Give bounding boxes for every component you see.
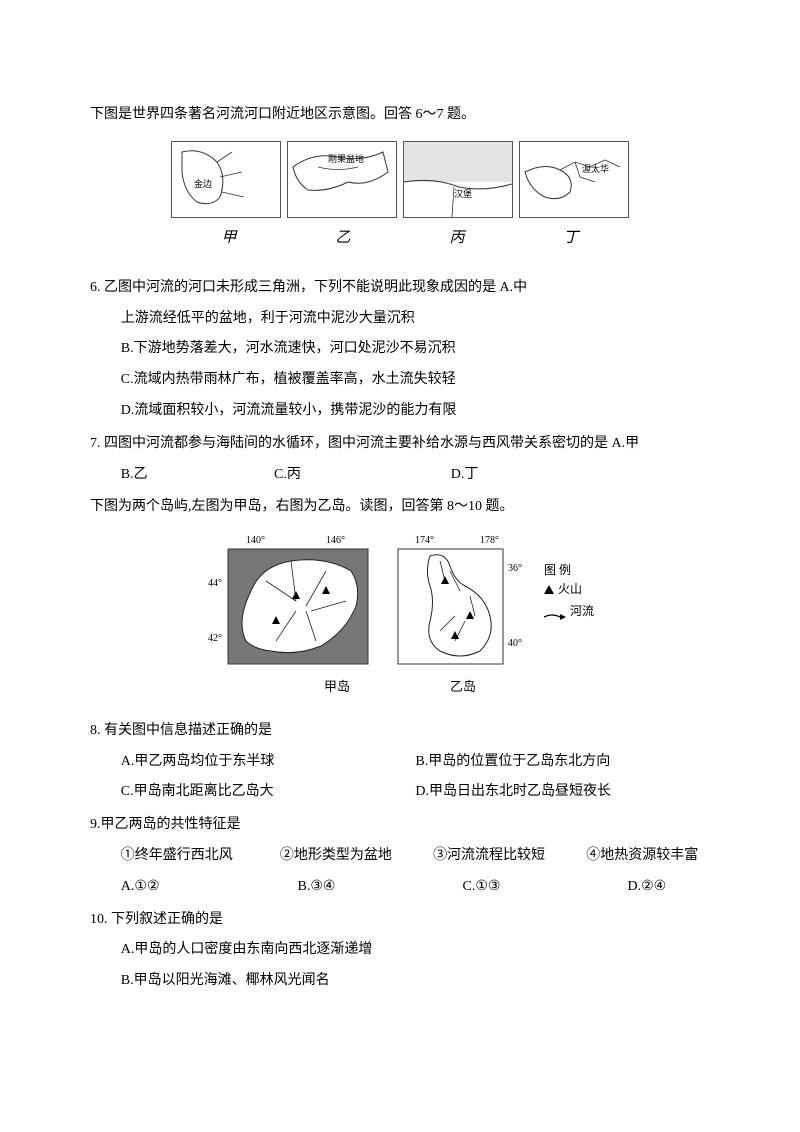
cap-c: 丙: [403, 222, 511, 255]
legend-volcano: 火山: [544, 580, 594, 599]
map-panel-a: 金边: [171, 141, 281, 218]
island-captions: 甲岛 乙岛: [90, 673, 710, 702]
q9: 9.甲乙两岛的共性特征是 ①终年盛行西北风 ②地形类型为盆地 ③河流流程比较短 …: [90, 810, 710, 902]
lonA2: 146°: [326, 535, 345, 546]
q9-a: A.①②: [121, 872, 298, 903]
q8-row2: C.甲岛南北距离比乙岛大 D.甲岛日出东北时乙岛昼短夜长: [90, 777, 710, 808]
island-a: 140° 146° 44° 42°: [206, 531, 376, 671]
island-b: 174° 178° 36° 40°: [390, 531, 530, 671]
legend-volcano-label: 火山: [558, 580, 582, 599]
exam-page: 下图是世界四条著名河流河口附近地区示意图。回答 6～7 题。 金边 刚果盆地 汉…: [0, 0, 800, 1132]
panel-captions: 甲 乙 丙 丁: [90, 222, 710, 255]
volcano-icon: [544, 585, 554, 594]
q7-b: B.乙: [121, 460, 274, 491]
latA1: 44°: [208, 578, 222, 589]
cap-a: 甲: [175, 222, 283, 255]
q6-a-line2: 上游流经低平的盆地，利于河流中泥沙大量沉积: [90, 304, 710, 335]
intro-1: 下图是世界四条著名河流河口附近地区示意图。回答 6～7 题。: [90, 100, 710, 131]
latB2: 40°: [508, 638, 522, 649]
figure-islands: 140° 146° 44° 42° 174° 178° 36° 40°: [90, 531, 710, 671]
island-a-cap: 甲岛: [324, 673, 350, 702]
q6-c: C.流域内热带雨林广布，植被覆盖率高，水土流失较轻: [90, 365, 710, 396]
q7-options: B.乙 C.丙 D.丁: [90, 460, 710, 491]
q6-b: B.下游地势落差大，河水流速快，河口处泥沙不易沉积: [90, 334, 710, 365]
q9-b: B.③④: [298, 872, 463, 903]
q9-s1: ①终年盛行西北风: [121, 841, 280, 872]
q9-s4: ④地热资源较丰富: [586, 841, 710, 872]
q10-a: A.甲岛的人口密度由东南向西北逐渐递增: [90, 935, 710, 966]
latB1: 36°: [508, 563, 522, 574]
map-label-b: 刚果盆地: [328, 153, 364, 164]
cap-d: 丁: [517, 222, 625, 255]
lonB1: 174°: [415, 535, 434, 546]
q7-d: D.丁: [451, 460, 592, 491]
q6-stem: 6. 乙图中河流的河口未形成三角洲，下列不能说明此现象成因的是 A.中: [90, 273, 710, 304]
legend-river: 河流: [544, 602, 594, 621]
q9-s3: ③河流流程比较短: [433, 841, 586, 872]
q8: 8. 有关图中信息描述正确的是 A.甲乙两岛均位于东半球 B.甲岛的位置位于乙岛…: [90, 716, 710, 808]
q9-c: C.①③: [463, 872, 628, 903]
q8-row1: A.甲乙两岛均位于东半球 B.甲岛的位置位于乙岛东北方向: [90, 747, 710, 778]
q9-d: D.②④: [627, 872, 709, 903]
q9-stem: 9.甲乙两岛的共性特征是: [90, 810, 710, 841]
q6-d: D.流域面积较小，河流流量较小，携带泥沙的能力有限: [90, 396, 710, 427]
lonB2: 178°: [480, 535, 499, 546]
legend-title: 图 例: [544, 561, 594, 580]
intro-2: 下图为两个岛屿,左图为甲岛，右图为乙岛。读图，回答第 8～10 题。: [90, 492, 710, 523]
lonA1: 140°: [246, 535, 265, 546]
q8-b: B.甲岛的位置位于乙岛东北方向: [415, 747, 710, 778]
q10-stem: 10. 下列叙述正确的是: [90, 905, 710, 936]
figure-row-1: 金边 刚果盆地 汉堡 渥太华: [90, 141, 710, 218]
latA2: 42°: [208, 633, 222, 644]
q7-stem: 7. 四图中河流都参与海陆间的水循环，图中河流主要补给水源与西风带关系密切的是 …: [90, 429, 710, 460]
q8-c: C.甲岛南北距离比乙岛大: [121, 777, 416, 808]
cap-b: 乙: [289, 222, 397, 255]
q10: 10. 下列叙述正确的是 A.甲岛的人口密度由东南向西北逐渐递增 B.甲岛以阳光…: [90, 905, 710, 997]
map-panel-d: 渥太华: [519, 141, 629, 218]
q9-s2: ②地形类型为盆地: [280, 841, 433, 872]
legend-river-label: 河流: [570, 602, 594, 621]
river-icon: [544, 607, 566, 616]
q9-statements: ①终年盛行西北风 ②地形类型为盆地 ③河流流程比较短 ④地热资源较丰富: [90, 841, 710, 872]
island-b-cap: 乙岛: [450, 673, 476, 702]
map-label-a: 金边: [194, 178, 212, 189]
map-label-c: 汉堡: [454, 188, 472, 199]
q9-options: A.①② B.③④ C.①③ D.②④: [90, 872, 710, 903]
map-label-d: 渥太华: [582, 163, 609, 174]
q7-c: C.丙: [274, 460, 451, 491]
q7: 7. 四图中河流都参与海陆间的水循环，图中河流主要补给水源与西风带关系密切的是 …: [90, 429, 710, 491]
q10-b: B.甲岛以阳光海滩、椰林风光闻名: [90, 966, 710, 997]
q8-d: D.甲岛日出东北时乙岛昼短夜长: [415, 777, 710, 808]
q6: 6. 乙图中河流的河口未形成三角洲，下列不能说明此现象成因的是 A.中 上游流经…: [90, 273, 710, 427]
q8-stem: 8. 有关图中信息描述正确的是: [90, 716, 710, 747]
q8-a: A.甲乙两岛均位于东半球: [121, 747, 416, 778]
legend: 图 例 火山 河流: [544, 531, 594, 623]
map-panel-b: 刚果盆地: [287, 141, 397, 218]
map-panel-c: 汉堡: [403, 141, 513, 218]
